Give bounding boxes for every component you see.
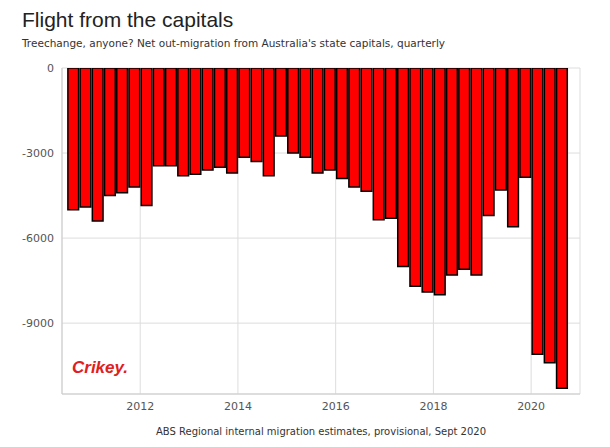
html-text:Crikey.: Crikey. [72, 358, 129, 377]
svg-text:-6000: -6000 [22, 232, 54, 245]
html-text:ABS Regional internal migratio: ABS Regional internal migration estimate… [156, 426, 486, 437]
svg-text:2014: 2014 [224, 400, 252, 413]
svg-text:2018: 2018 [419, 400, 447, 413]
svg-text:0: 0 [47, 62, 54, 75]
svg-text:2012: 2012 [126, 400, 154, 413]
svg-text:2016: 2016 [322, 400, 350, 413]
svg-text:-3000: -3000 [22, 147, 54, 160]
html-text:Treechange, anyone? Net out-mi: Treechange, anyone? Net out-migration fr… [22, 37, 446, 49]
svg-text:-9000: -9000 [22, 317, 54, 330]
html-text:Flight from the capitals: Flight from the capitals [22, 8, 234, 31]
svg-text:2020: 2020 [517, 400, 545, 413]
